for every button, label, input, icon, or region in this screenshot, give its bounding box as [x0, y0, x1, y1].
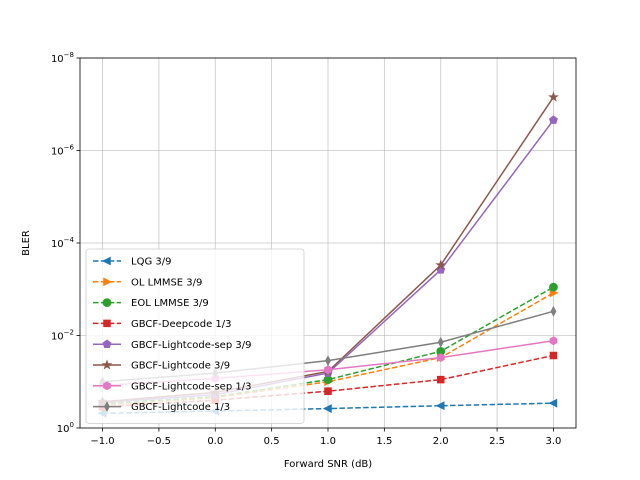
- data-point: [325, 355, 331, 367]
- x-axis-label: Forward SNR (dB): [284, 459, 372, 470]
- data-point: [436, 353, 445, 363]
- legend-marker: [101, 256, 111, 266]
- legend: LQG 3/9 OL LMMSE 3/9 EOL LMMSE 3/9 GBCF-Dee…: [85, 248, 305, 424]
- legend-item: EOL LMMSE 3/9: [93, 298, 209, 309]
- x-tick-label: 3.0: [546, 436, 562, 447]
- y-tick-label: 10−6: [51, 144, 75, 158]
- legend-label: GBCF-Lightcode 3/9: [131, 361, 230, 372]
- x-tick-label: 1.0: [320, 436, 336, 447]
- legend-label: GBCF-Lightcode-sep 1/3: [131, 381, 251, 392]
- data-point: [435, 401, 445, 411]
- data-point: [436, 375, 445, 384]
- data-point: [324, 365, 332, 375]
- data-point: [549, 336, 558, 346]
- legend-marker: [103, 319, 111, 328]
- x-tick-label: 2.0: [433, 436, 449, 447]
- x-tick-label: 0.0: [207, 436, 223, 447]
- data-point: [548, 91, 559, 102]
- x-tick-label: 1.5: [376, 436, 392, 447]
- y-tick-label: 10−2: [51, 329, 74, 343]
- legend-item: GBCF-Lightcode 3/9: [93, 359, 230, 372]
- legend-item: OL LMMSE 3/9: [93, 277, 202, 288]
- x-axis: −1.0 −0.5 0.0 0.5 1.0 1.5 2.0 2.5 3.0: [90, 428, 561, 447]
- legend-item: GBCF-Lightcode 1/3: [93, 401, 230, 413]
- x-tick-label: −0.5: [147, 436, 171, 447]
- legend-marker: [104, 401, 110, 413]
- x-tick-label: 2.5: [489, 436, 505, 447]
- legend-item: LQG 3/9: [93, 256, 171, 268]
- legend-marker: [103, 277, 113, 287]
- legend-label: GBCF-Lightcode 1/3: [131, 402, 230, 413]
- data-point: [322, 404, 332, 413]
- data-point: [549, 282, 558, 292]
- legend-label: OL LMMSE 3/9: [131, 277, 202, 288]
- x-tick-label: −1.0: [90, 436, 114, 447]
- data-point: [549, 351, 558, 360]
- legend-marker: [101, 359, 113, 370]
- data-point: [437, 336, 444, 348]
- legend-box: [85, 248, 305, 424]
- data-point: [548, 115, 558, 124]
- data-point: [324, 387, 332, 395]
- legend-label: GBCF-Lightcode-sep 3/9: [131, 340, 251, 351]
- legend-marker: [103, 381, 111, 391]
- legend-marker: [102, 339, 112, 348]
- y-axis: 100 10−2 10−4 10−6 10−8: [51, 51, 80, 435]
- legend-marker: [102, 298, 112, 307]
- y-tick-label: 10−8: [51, 51, 74, 65]
- legend-item: GBCF-Lightcode-sep 1/3: [93, 381, 251, 392]
- legend-item: GBCF-Deepcode 1/3: [93, 319, 232, 330]
- x-tick-label: 0.5: [264, 436, 280, 447]
- legend-item: GBCF-Lightcode-sep 3/9: [93, 339, 251, 351]
- legend-label: LQG 3/9: [131, 257, 171, 268]
- y-tick-label: 100: [57, 421, 74, 435]
- data-point: [435, 259, 447, 270]
- legend-label: EOL LMMSE 3/9: [131, 298, 209, 309]
- data-point: [550, 305, 557, 317]
- y-axis-label: BLER: [21, 230, 32, 256]
- y-tick-label: 10−4: [51, 236, 75, 250]
- legend-label: GBCF-Deepcode 1/3: [131, 319, 232, 330]
- data-point: [548, 398, 558, 408]
